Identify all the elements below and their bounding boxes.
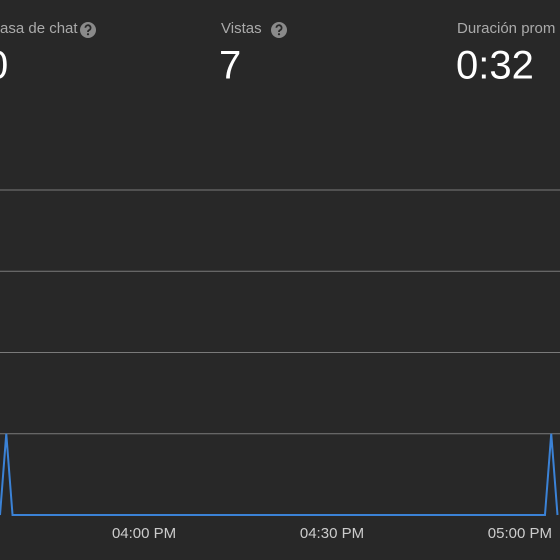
help-icon[interactable] [271, 22, 287, 38]
metric-value: 0 [0, 44, 8, 88]
metric-label: asa de chat [0, 20, 78, 37]
x-tick-label: 05:00 PM [488, 525, 552, 542]
metric-label: Duración prom [457, 20, 555, 37]
metric-value: 0:32 [456, 44, 534, 88]
metric-label: Vistas [221, 20, 262, 37]
data-line [0, 433, 559, 516]
help-icon[interactable] [80, 22, 96, 38]
x-tick-label: 04:30 PM [300, 525, 364, 542]
x-tick-label: 04:00 PM [112, 525, 176, 542]
metric-value: 7 [219, 44, 241, 88]
